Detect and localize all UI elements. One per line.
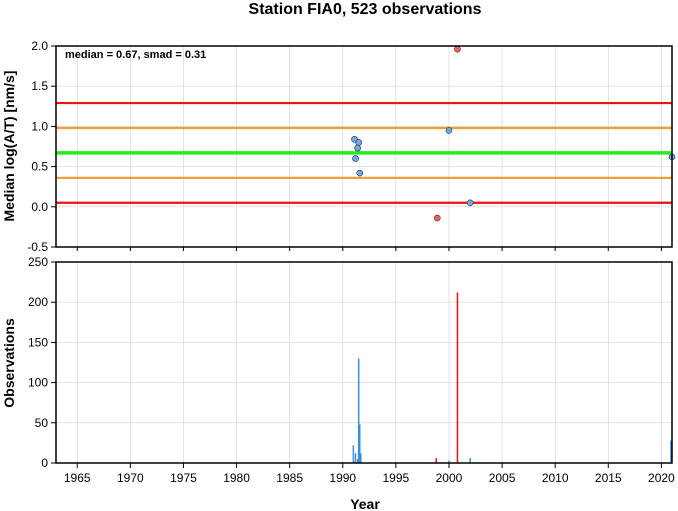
x-tick-label: 1975 <box>170 471 197 485</box>
y-tick-label: 2.0 <box>31 39 48 53</box>
data-point <box>356 169 364 177</box>
data-point <box>354 144 361 152</box>
x-tick-label: 1985 <box>276 471 303 485</box>
data-point <box>454 45 461 53</box>
observations-y-axis-label: Observations <box>1 318 17 408</box>
x-tick-label: 1965 <box>64 471 91 485</box>
median-panel: -0.5 0.0 0.5 1.0 1.5 2.0 median = 0.67, smad … <box>1 39 676 254</box>
median-y-ticks: -0.5 0.0 0.5 1.0 1.5 2.0 <box>27 39 56 254</box>
y-tick-label: 250 <box>28 255 48 269</box>
x-tick-label: 2020 <box>648 471 675 485</box>
y-tick-label: 0.0 <box>31 200 48 214</box>
observations-panel: 0 50 100 150 200 250 1965 1970 1975 1980 1985 1990… <box>1 255 675 511</box>
x-tick-label: 1970 <box>117 471 144 485</box>
observations-y-ticks: 0 50 100 150 200 250 <box>28 255 56 470</box>
observations-bars <box>352 292 672 463</box>
x-tick-label: 1990 <box>329 471 356 485</box>
reference-lines <box>56 101 672 204</box>
median-x-ticks <box>76 247 662 251</box>
data-point <box>466 199 474 207</box>
observations-x-ticks: 1965 1970 1975 1980 1985 1990 1995 2000 2005 2010… <box>64 463 675 485</box>
observations-panel-frame <box>55 261 673 464</box>
data-point <box>355 139 362 146</box>
median-panel-frame <box>55 45 673 248</box>
median-y-axis-label: Median log(A/T) [nm/s] <box>1 71 17 222</box>
y-tick-label: 200 <box>28 295 48 309</box>
x-tick-label: 2005 <box>489 471 516 485</box>
y-tick-label: 100 <box>28 376 48 390</box>
data-point <box>445 127 453 134</box>
y-tick-label: 1.0 <box>31 119 48 133</box>
median-points <box>351 45 676 222</box>
observations-grid <box>56 261 672 464</box>
x-tick-label: 1995 <box>383 471 410 485</box>
x-tick-label: 2000 <box>436 471 463 485</box>
data-point <box>352 155 359 162</box>
x-tick-label: 2010 <box>542 471 569 485</box>
y-tick-label: 150 <box>28 335 48 349</box>
chart-title: Station FIA0, 523 observations <box>249 1 482 18</box>
median-grid <box>56 45 672 248</box>
y-tick-label: 0 <box>41 456 48 470</box>
x-axis-label: Year <box>350 496 380 511</box>
y-tick-label: 50 <box>35 416 49 430</box>
x-tick-label: 2015 <box>595 471 622 485</box>
x-tick-label: 1980 <box>223 471 250 485</box>
y-tick-label: 1.5 <box>31 79 48 93</box>
y-tick-label: -0.5 <box>27 240 48 254</box>
median-smad-annotation: median = 0.67, smad = 0.31 <box>65 49 206 61</box>
y-tick-label: 0.5 <box>31 160 48 174</box>
data-point <box>433 214 441 222</box>
